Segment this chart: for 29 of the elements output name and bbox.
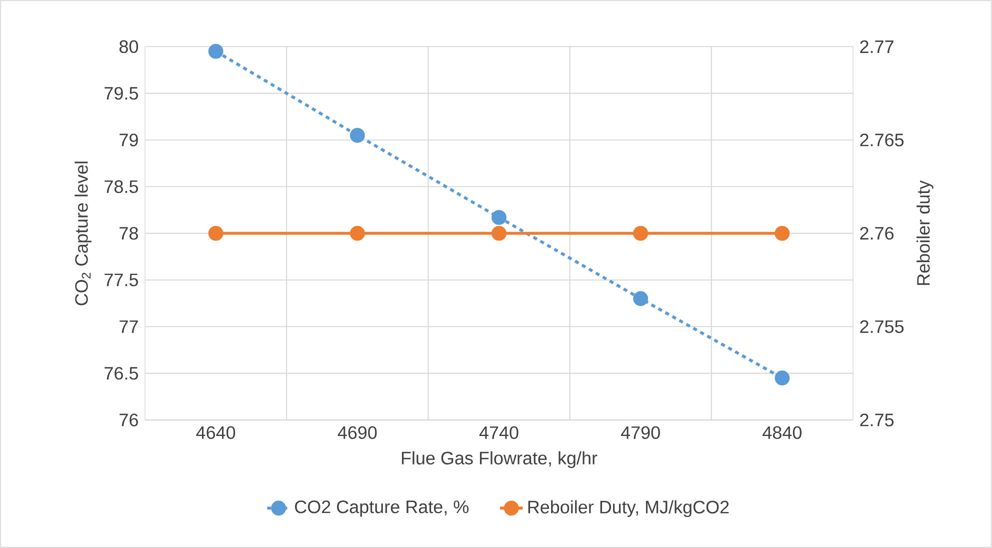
y-tick-label: 78.5 [104, 180, 138, 194]
x-tick-label: 4840 [762, 426, 802, 439]
point [774, 370, 790, 386]
y-tick-label: 76.5 [104, 366, 138, 380]
legend-label: Reboiler Duty, MJ/kgCO2 [528, 500, 729, 518]
x-tick-label: 4640 [196, 426, 236, 439]
x-tick-label: 4790 [621, 426, 660, 439]
x-tick-label: 4740 [479, 426, 518, 439]
point [633, 291, 648, 306]
y-tick-label: 79 [120, 134, 138, 146]
y2-tick-label: 2.765 [860, 134, 904, 146]
y-tick-label: 80 [119, 40, 138, 54]
x-tick-label: 4690 [338, 426, 377, 439]
legend-label: CO2 Capture Rate, % [295, 500, 469, 517]
point [208, 44, 224, 59]
y2-tick-label: 2.76 [860, 226, 894, 240]
y2-tick-label: 2.77 [860, 40, 894, 53]
point [492, 210, 506, 225]
y-tick-label: 77.5 [104, 274, 138, 286]
y2-tick-label: 2.75 [860, 414, 894, 426]
y-tick-label: 78 [120, 226, 138, 240]
y-tick-label: 79.5 [104, 86, 138, 100]
y-axis-title: CO$_{2}$ Capture level [74, 162, 92, 306]
y2-axis-title: Reboiler duty [916, 180, 934, 285]
y2-tick-label: 2.755 [860, 320, 904, 334]
y-tick-label: 76 [120, 414, 138, 426]
point [350, 128, 365, 143]
y-tick-label: 77 [120, 320, 138, 333]
x-axis-title: Flue Gas Flowrate, kg/hr [402, 451, 598, 468]
